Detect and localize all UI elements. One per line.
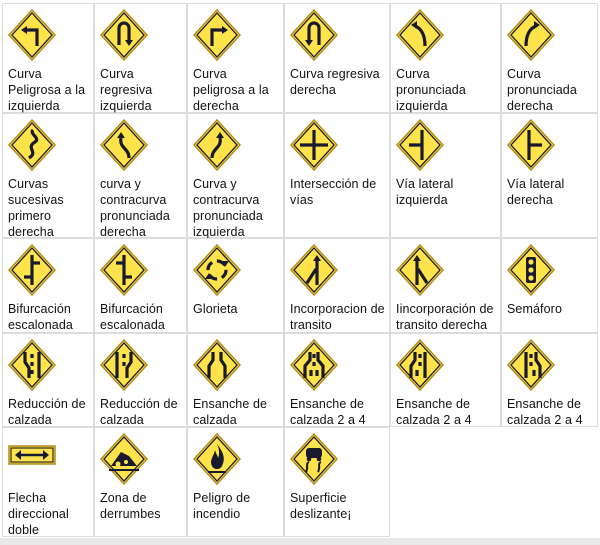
side-road-left-icon bbox=[395, 118, 445, 172]
crossroad-icon bbox=[289, 118, 339, 172]
sign-cell: Curva y contracurva pronunciada izquierd… bbox=[187, 113, 284, 239]
sign-label: Ensanche de calzada 2 a 4 bbox=[290, 397, 366, 427]
sign-label: Bifurcación escalonada bbox=[8, 302, 73, 332]
sign-label: Curvas sucesivas primero derecha bbox=[8, 177, 64, 239]
curve-left-icon bbox=[7, 8, 57, 62]
road-widens-2-4-alt-icon bbox=[395, 338, 445, 392]
sign-label: Bifurcación escalonada bbox=[100, 302, 165, 332]
sign-cell: Vía lateral izquierda bbox=[390, 113, 501, 238]
sign-label: Reducción de calzada bbox=[8, 397, 86, 427]
sign-cell: Bifurcación escalonada bbox=[2, 238, 94, 333]
sign-label: Vía lateral derecha bbox=[507, 177, 565, 207]
sign-cell: Incorporacion de transito izquierda bbox=[284, 238, 390, 348]
reverse-curve-right-icon bbox=[99, 118, 149, 172]
sign-label: Intersección de vías bbox=[290, 177, 377, 207]
page-bottom-bar bbox=[0, 538, 600, 545]
road-widens-icon bbox=[192, 338, 242, 392]
traffic-light-icon bbox=[506, 243, 556, 297]
sign-cell: Ensanche de calzada bbox=[187, 333, 284, 427]
sign-cell: Ensanche de calzada 2 a 4 bbox=[390, 333, 501, 427]
sign-label: Curva peligrosa a la derecha bbox=[193, 67, 269, 113]
sharp-curve-left-icon bbox=[395, 8, 445, 62]
road-widens-2-4-right-icon bbox=[506, 338, 556, 392]
sign-label: Reducción de calzada bbox=[100, 397, 178, 427]
staggered-junction-icon bbox=[7, 243, 57, 297]
sign-cell: Intersección de vías bbox=[284, 113, 390, 238]
sign-label: Curva regresiva izquierda bbox=[100, 67, 153, 113]
sign-label: Glorieta bbox=[193, 302, 238, 316]
merge-left-icon bbox=[289, 243, 339, 297]
sign-cell: Vía lateral derecha bbox=[501, 113, 598, 238]
sign-cell: Curva regresiva derecha bbox=[284, 3, 390, 113]
sign-cell: Curva Peligrosa a la izquierda bbox=[2, 3, 94, 113]
sharp-curve-right-icon bbox=[506, 8, 556, 62]
sign-label: Superficie deslizante¡ bbox=[290, 491, 352, 521]
curve-right-icon bbox=[192, 8, 242, 62]
u-turn-right-icon bbox=[289, 8, 339, 62]
sign-label: Curva regresiva derecha bbox=[290, 67, 380, 97]
staggered-junction-alt-icon bbox=[99, 243, 149, 297]
slippery-road-icon bbox=[289, 432, 339, 486]
sign-label: Flecha direccional doble bbox=[8, 491, 69, 537]
sign-cell: Semáforo bbox=[501, 238, 598, 333]
roundabout-icon bbox=[192, 243, 242, 297]
sign-label: Zona de derrumbes bbox=[100, 491, 161, 521]
sign-cell: Ensanche de calzada 2 a 4 bbox=[284, 333, 390, 427]
sign-label: Ensanche de calzada bbox=[193, 397, 268, 427]
sign-label: Curva pronunciada derecha bbox=[507, 67, 577, 113]
u-turn-left-icon bbox=[99, 8, 149, 62]
double-arrow-icon bbox=[7, 432, 57, 486]
road-widens-2-4-icon bbox=[289, 338, 339, 392]
sign-cell: Reducción de calzada bbox=[94, 333, 187, 427]
sign-label: Iincorporación de transito derecha bbox=[396, 302, 494, 332]
sign-label: Semáforo bbox=[507, 302, 562, 316]
winding-road-icon bbox=[7, 118, 57, 172]
sign-label: Curva y contracurva pronunciada izquierd… bbox=[193, 177, 263, 239]
sign-cell: Curva pronunciada derecha bbox=[501, 3, 598, 113]
sign-label: Curva Peligrosa a la izquierda bbox=[8, 67, 86, 113]
merge-right-icon bbox=[395, 243, 445, 297]
reverse-curve-left-icon bbox=[192, 118, 242, 172]
sign-cell: Flecha direccional doble bbox=[2, 427, 94, 537]
road-narrows-icon bbox=[7, 338, 57, 392]
sign-cell: Ensanche de calzada 2 a 4 bbox=[501, 333, 598, 427]
sign-cell: Bifurcación escalonada bbox=[94, 238, 187, 333]
sign-cell: Curva peligrosa a la derecha bbox=[187, 3, 284, 113]
sign-label: Vía lateral izquierda bbox=[396, 177, 454, 207]
sign-label: Curva pronunciada izquierda bbox=[396, 67, 466, 113]
sign-cell: Curvas sucesivas primero derecha bbox=[2, 113, 94, 239]
sign-cell: Iincorporación de transito derecha bbox=[390, 238, 501, 333]
sign-cell: Curva regresiva izquierda bbox=[94, 3, 187, 113]
sign-cell: Peligro de incendio bbox=[187, 427, 284, 537]
sign-cell: Zona de derrumbes bbox=[94, 427, 187, 537]
sign-label: Ensanche de calzada 2 a 4 bbox=[507, 397, 583, 427]
side-road-right-icon bbox=[506, 118, 556, 172]
road-narrows-alt-icon bbox=[99, 338, 149, 392]
sign-cell: curva y contracurva pronunciada derecha bbox=[94, 113, 187, 239]
sign-cell: Reducción de calzada bbox=[2, 333, 94, 427]
sign-label: Ensanche de calzada 2 a 4 bbox=[396, 397, 472, 427]
sign-cell: Glorieta bbox=[187, 238, 284, 333]
sign-label: Peligro de incendio bbox=[193, 491, 251, 521]
sign-cell: Superficie deslizante¡ bbox=[284, 427, 390, 537]
fire-danger-icon bbox=[192, 432, 242, 486]
sign-cell: Curva pronunciada izquierda bbox=[390, 3, 501, 113]
landslide-icon bbox=[99, 432, 149, 486]
sign-label: curva y contracurva pronunciada derecha bbox=[100, 177, 170, 239]
